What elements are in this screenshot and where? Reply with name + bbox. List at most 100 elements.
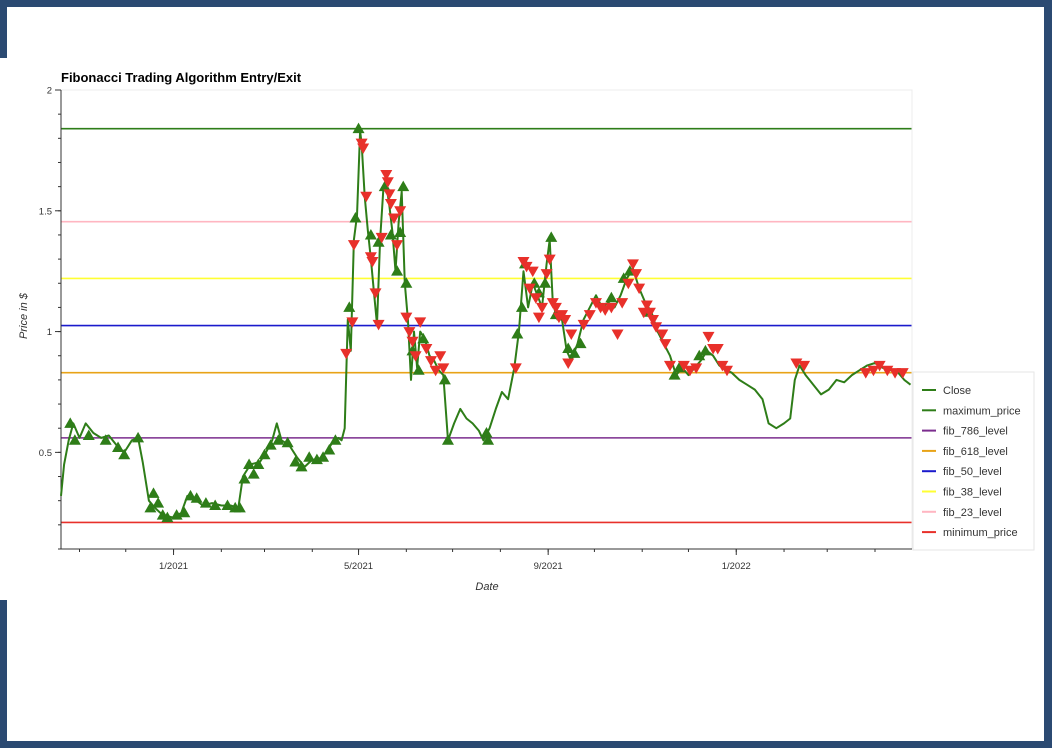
buy-signal-marker <box>568 347 581 358</box>
sell-signal-marker <box>434 351 447 362</box>
y-tick-label: 1 <box>47 327 52 338</box>
buy-signal-marker <box>272 434 285 445</box>
buy-signal-marker <box>247 468 260 479</box>
sell-signal-marker <box>391 240 404 251</box>
buy-signal-marker <box>281 436 294 448</box>
sell-signal-marker <box>626 259 639 270</box>
buy-signal-marker <box>147 487 160 498</box>
buy-signal-marker <box>372 236 385 247</box>
buy-signal-marker <box>303 451 316 462</box>
sell-signal-marker <box>509 363 522 374</box>
sell-signal-marker <box>583 310 596 321</box>
sell-signal-marker <box>647 315 659 326</box>
y-tick-label: 1.5 <box>39 206 52 217</box>
buy-signal-marker <box>515 301 528 312</box>
sell-signal-marker <box>357 143 370 154</box>
levels-layer <box>61 127 912 524</box>
sell-signal-marker <box>403 327 416 338</box>
sell-signal-marker <box>381 177 394 188</box>
markers-layer <box>64 122 909 523</box>
sell-signal-marker <box>347 240 360 251</box>
buy-signal-marker <box>378 180 391 192</box>
sell-signal-marker <box>409 351 422 362</box>
sell-signal-marker <box>690 363 703 374</box>
sell-signal-marker <box>577 319 590 331</box>
sell-signal-marker <box>380 170 393 181</box>
legend-box <box>912 371 1035 551</box>
sell-signal-marker <box>529 293 542 304</box>
sell-signal-marker <box>684 365 696 377</box>
sell-signal-marker <box>889 368 902 379</box>
sell-signal-marker <box>650 322 663 333</box>
buy-signal-marker <box>364 228 377 240</box>
buy-signal-marker <box>190 492 203 503</box>
sell-signal-marker <box>400 312 413 324</box>
buy-signal-marker <box>64 417 77 428</box>
sell-signal-marker <box>663 360 676 372</box>
sell-signal-marker <box>375 232 388 244</box>
sell-signal-marker <box>384 199 397 210</box>
sell-signal-marker <box>873 360 886 372</box>
legend-item-close: Close <box>943 385 971 397</box>
buy-signal-marker <box>238 472 251 484</box>
buy-signal-marker <box>605 291 618 303</box>
chart-title: Fibonacci Trading Algorithm Entry/Exit <box>61 70 302 85</box>
legend-item-fib-618-level: fib_618_level <box>943 446 1008 458</box>
sell-signal-marker <box>425 356 437 367</box>
buy-signal-marker <box>184 489 197 501</box>
buy-signal-marker <box>412 364 425 375</box>
sell-signal-marker <box>656 329 669 340</box>
sell-signal-marker <box>520 261 533 273</box>
buy-signal-marker <box>394 226 407 238</box>
buy-signal-marker <box>199 497 212 508</box>
buy-signal-marker <box>693 349 706 361</box>
buy-signal-marker <box>699 344 712 356</box>
buy-signal-marker <box>221 499 234 511</box>
sell-signal-marker <box>369 288 382 299</box>
buy-signal-marker <box>99 434 112 445</box>
sell-signal-marker <box>605 302 618 314</box>
buy-signal-marker <box>132 431 145 443</box>
buy-signal-marker <box>82 429 95 440</box>
sell-signal-marker <box>536 302 548 314</box>
buy-signal-marker <box>352 122 365 134</box>
left-strip <box>0 58 7 600</box>
legend-item-fib-786-level: fib_786_level <box>943 426 1008 438</box>
x-tick-label: 1/2021 <box>159 561 188 572</box>
buy-signal-marker <box>441 434 454 445</box>
buy-signal-marker <box>349 212 362 223</box>
x-tick-label: 5/2021 <box>344 561 373 572</box>
buy-signal-marker <box>400 277 413 288</box>
sell-signal-marker <box>340 348 353 360</box>
sell-signal-marker <box>532 312 545 324</box>
sell-signal-marker <box>383 189 396 200</box>
sell-signal-marker <box>622 278 635 290</box>
sell-signal-marker <box>540 269 553 280</box>
sell-signal-marker <box>429 365 442 377</box>
buy-signal-marker <box>258 448 271 460</box>
y-tick-label: 2 <box>47 86 52 97</box>
series-layer <box>60 130 912 519</box>
buy-signal-marker <box>417 332 430 344</box>
sell-signal-marker <box>611 329 624 340</box>
buy-signal-marker <box>118 448 131 460</box>
sell-signal-marker <box>559 315 572 326</box>
legend-item-fib-50-level: fib_50_level <box>943 466 1002 478</box>
buy-signal-marker <box>144 501 157 513</box>
axes-layer: 0.5 1 1.5 2 1/2021 5/2021 9/2021 1/2022 <box>39 86 913 572</box>
sell-signal-marker <box>394 206 407 217</box>
buy-signal-marker <box>329 434 342 445</box>
buy-signal-marker <box>574 337 587 349</box>
buy-signal-marker <box>295 460 308 472</box>
sell-signal-marker <box>896 368 909 379</box>
legend: Close maximum_price fib_786_level fib_618_l… <box>912 371 1035 551</box>
buy-signal-marker <box>391 265 404 276</box>
buy-signal-marker <box>317 451 330 462</box>
buy-signal-marker <box>511 327 524 339</box>
buy-signal-marker <box>243 458 256 469</box>
sell-signal-marker <box>437 363 450 374</box>
buy-signal-marker <box>480 427 493 438</box>
plot-frame <box>60 89 913 550</box>
sell-signal-marker <box>562 358 575 369</box>
